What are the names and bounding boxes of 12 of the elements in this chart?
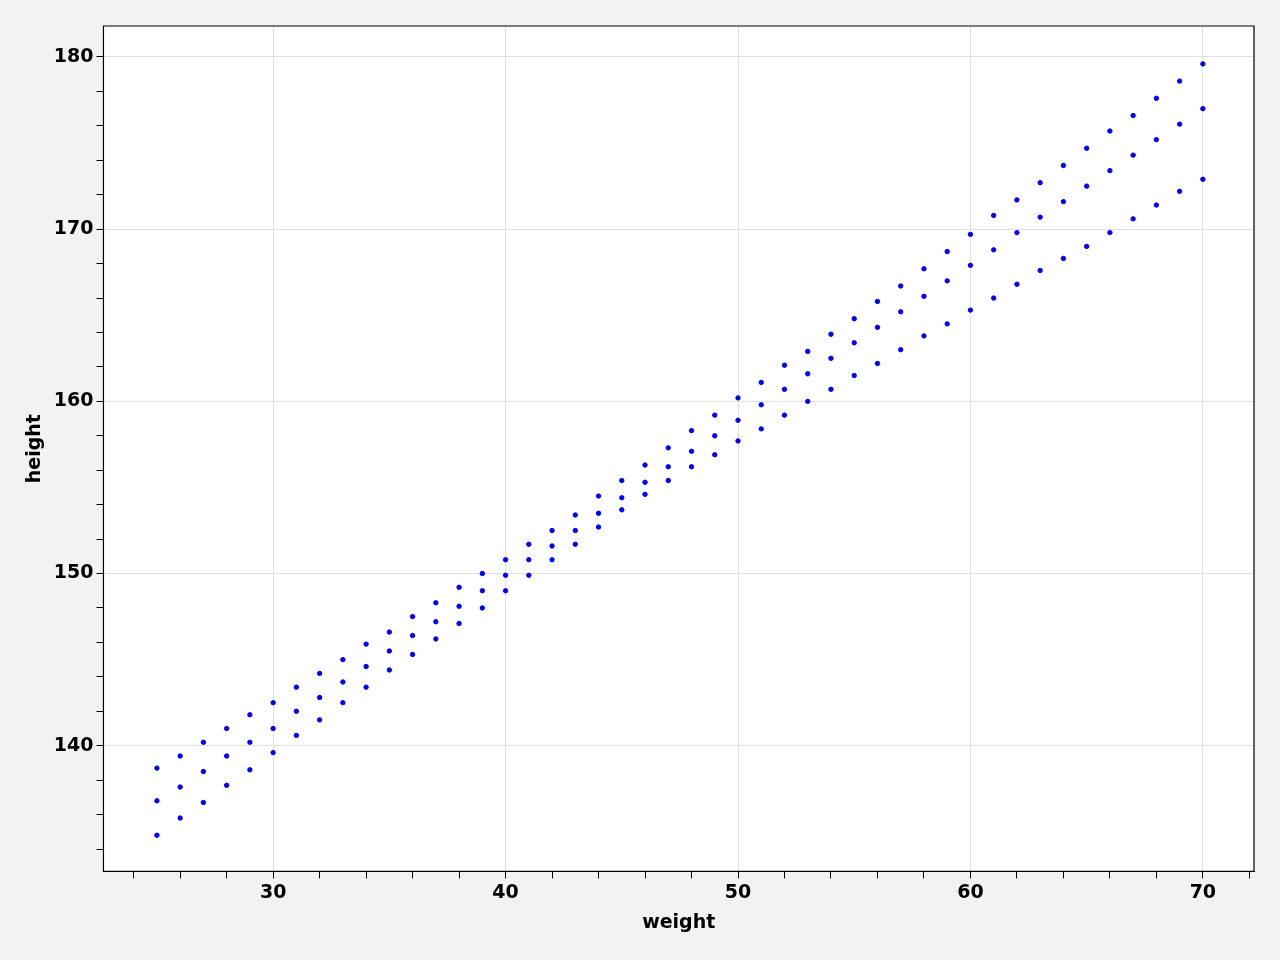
- y-tick-label: 150: [53, 560, 94, 583]
- x-tick-label: 40: [492, 879, 519, 902]
- y-tick-label: 140: [53, 732, 94, 755]
- y-tick-label: 170: [53, 216, 94, 239]
- y-axis-title: height: [22, 414, 45, 484]
- y-tick-label: 160: [53, 388, 94, 411]
- x-axis-title: weight: [642, 909, 716, 932]
- y-tick-label: 180: [53, 43, 94, 66]
- x-tick-label: 50: [724, 879, 752, 902]
- x-tick-label: 60: [957, 879, 984, 902]
- x-tick-label: 30: [259, 879, 287, 902]
- x-tick-label: 70: [1189, 879, 1217, 902]
